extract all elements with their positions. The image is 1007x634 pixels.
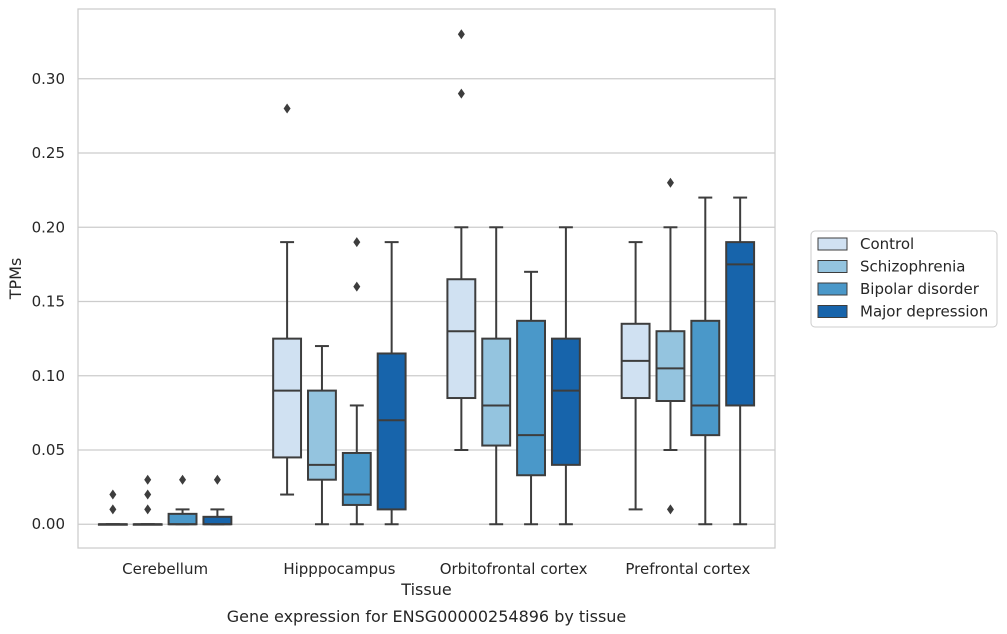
legend-swatch [817, 305, 848, 318]
box-plot [341, 237, 372, 526]
legend-item: Schizophrenia [817, 258, 965, 276]
y-tick-label: 0.30 [32, 70, 65, 88]
outlier-point [144, 474, 152, 485]
y-tick-label: 0.25 [32, 144, 65, 162]
y-tick-label: 0.00 [32, 515, 65, 533]
y-axis-title: TPMs [6, 258, 25, 301]
plot-frame [77, 8, 776, 549]
box-plot [272, 103, 303, 496]
outlier-point [144, 504, 152, 515]
box-plot [307, 345, 337, 526]
legend-swatch [817, 282, 848, 296]
box-plot [202, 474, 233, 526]
gridlines [78, 78, 775, 525]
box-plot [690, 196, 721, 526]
outlier-point [144, 489, 152, 500]
legend-label: Bipolar disorder [860, 280, 980, 298]
box [446, 278, 477, 400]
legend-label: Schizophrenia [860, 258, 965, 276]
box [272, 337, 303, 459]
box [655, 330, 686, 403]
box [307, 389, 337, 481]
legend-item: Bipolar disorder [817, 280, 980, 298]
x-tick-label: Hipppocampus [283, 560, 395, 578]
outlier-point [109, 489, 117, 500]
outlier-point [666, 504, 674, 515]
outlier-point [283, 103, 291, 114]
box [202, 515, 233, 526]
outlier-point [457, 29, 465, 40]
box-plot [446, 29, 477, 451]
y-tick-labels: 0.00 0.05 0.10 0.15 0.20 0.25 0.30 [32, 70, 65, 533]
outlier-point [109, 504, 117, 515]
box [550, 337, 581, 466]
legend-label: Major depression [860, 303, 988, 321]
legend-item: Control [817, 235, 914, 253]
outlier-point [179, 474, 187, 485]
y-tick-label: 0.05 [32, 441, 65, 459]
legend-swatch [817, 237, 848, 251]
outlier-point [457, 88, 465, 99]
figure-caption: Gene expression for ENSG00000254896 by t… [227, 607, 627, 626]
box-plot [132, 474, 163, 526]
box-plots [97, 29, 756, 526]
box [167, 512, 198, 526]
outlier-point [353, 281, 361, 292]
box-plot [550, 226, 581, 526]
x-tick-labels: Cerebellum Hipppocampus Orbitofrontal cort… [122, 560, 750, 578]
outlier-point [213, 474, 221, 485]
legend-swatch [817, 260, 848, 273]
box-plot [516, 270, 546, 526]
box [481, 337, 512, 447]
box [690, 319, 721, 437]
box-plot [167, 474, 198, 526]
box-plot [655, 177, 686, 515]
box [341, 451, 372, 506]
box-plot [97, 489, 128, 526]
outlier-point [666, 177, 674, 188]
x-tick-label: Prefrontal cortex [625, 560, 750, 578]
y-tick-label: 0.15 [32, 293, 65, 311]
box-plot [481, 226, 512, 526]
legend-item: Major depression [817, 303, 988, 321]
legend: Control Schizophrenia Bipolar disorder Majo… [810, 230, 998, 328]
y-tick-label: 0.10 [32, 367, 65, 385]
x-tick-label: Cerebellum [122, 560, 208, 578]
x-axis-title: Tissue [400, 580, 451, 599]
box [725, 241, 756, 407]
legend-label: Control [860, 235, 914, 253]
x-tick-label: Orbitofrontal cortex [440, 560, 588, 578]
box [516, 319, 546, 477]
box-plot [376, 241, 407, 526]
box-plot [620, 241, 651, 511]
legend-frame [810, 230, 998, 328]
box [376, 352, 407, 511]
box-plot [725, 196, 756, 526]
outlier-point [353, 237, 361, 248]
y-tick-label: 0.20 [32, 218, 65, 236]
